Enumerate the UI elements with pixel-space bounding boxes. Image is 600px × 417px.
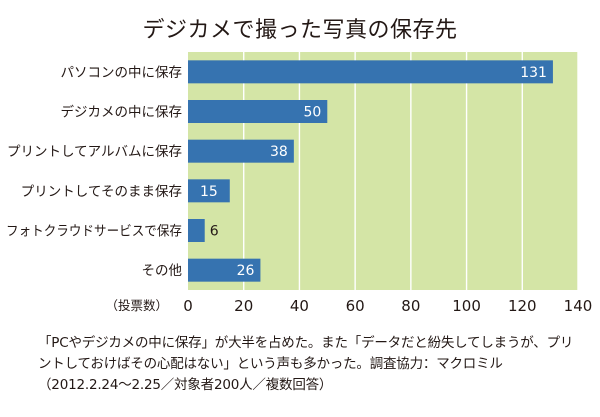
category-label: デジカメの中に保存 [61, 104, 183, 121]
x-axis-label: （投票数） [105, 298, 168, 313]
plot-area [188, 52, 578, 290]
bar-value-label: 15 [200, 184, 218, 200]
bar [188, 139, 294, 163]
category-label: その他 [142, 263, 183, 279]
caption-text: 「PCやデジカメの中に保存」が大半を占めた。また「データだと紛失してしまうが、プ… [38, 335, 574, 393]
x-tick-label: 60 [346, 297, 365, 315]
bar-value-label: 6 [210, 224, 219, 240]
bar-value-label: 131 [520, 65, 547, 81]
x-tick-label: 140 [564, 297, 593, 315]
bar-value-label: 50 [303, 105, 321, 121]
x-tick-label: 20 [234, 297, 253, 315]
bar-value-label: 26 [237, 263, 255, 279]
bar [188, 100, 328, 123]
chart-title: デジカメで撮った写真の保存先 [142, 18, 458, 43]
bar-value-label: 38 [270, 144, 288, 160]
bar [188, 258, 261, 282]
bar [188, 60, 553, 84]
x-tick-label: 40 [290, 297, 309, 315]
bar [188, 219, 205, 242]
x-tick-label: 80 [401, 297, 420, 315]
category-label: フォトクラウドサービスで保存 [6, 224, 182, 240]
category-label: プリントしてそのまま保存 [21, 184, 182, 200]
category-label: プリントしてアルバムに保存 [7, 144, 182, 160]
x-tick-label: 100 [452, 297, 481, 315]
x-tick-label: 120 [508, 297, 537, 315]
category-label: パソコンの中に保存 [61, 65, 183, 81]
bar [188, 179, 230, 203]
x-tick-label: 0 [183, 297, 193, 315]
